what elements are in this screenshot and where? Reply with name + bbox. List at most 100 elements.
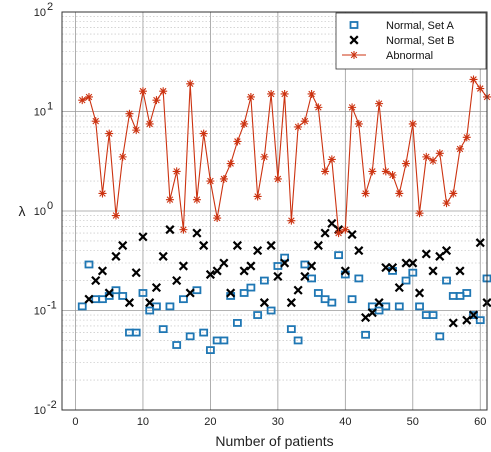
data-point [131, 328, 141, 337]
legend-marker [349, 21, 359, 29]
data-point [138, 289, 148, 297]
data-point [361, 189, 370, 198]
data-point [422, 152, 431, 161]
data-point [354, 119, 363, 128]
data-point [179, 225, 188, 234]
data-point [381, 167, 390, 176]
x-tick-label: 10 [137, 416, 149, 428]
data-point [300, 117, 309, 126]
data-point [118, 292, 128, 300]
data-point [131, 268, 141, 278]
data-point [78, 96, 87, 105]
data-point [172, 275, 182, 286]
data-point [152, 96, 161, 105]
data-point [111, 211, 120, 220]
data-point [327, 298, 337, 307]
data-point [206, 346, 215, 354]
data-point [428, 311, 438, 319]
data-point [172, 341, 182, 349]
data-point [476, 84, 485, 93]
data-point [442, 276, 451, 285]
data-point [132, 126, 141, 135]
data-point [469, 75, 478, 84]
data-point [206, 177, 215, 186]
data-point [219, 258, 229, 268]
data-point [462, 133, 471, 142]
data-point [118, 152, 127, 161]
data-point [402, 159, 411, 168]
data-point [260, 152, 269, 161]
data-point [375, 99, 384, 108]
data-point [475, 238, 485, 248]
data-point [98, 189, 107, 198]
y-tick-label: 10 [34, 306, 46, 318]
data-point [368, 167, 377, 176]
data-point [185, 288, 195, 298]
plot-frame [61, 11, 488, 411]
data-point [199, 129, 208, 138]
data-point [408, 119, 417, 128]
data-point [320, 228, 330, 238]
data-point [294, 122, 303, 131]
data-point [448, 318, 458, 328]
data-point [232, 240, 242, 251]
series-layer [77, 75, 491, 354]
data-point [199, 328, 209, 337]
data-point [138, 87, 147, 96]
y-tick-exponent: -1 [47, 300, 57, 312]
data-point [232, 319, 242, 327]
data-point [388, 171, 397, 180]
y-tick-exponent: 1 [47, 101, 53, 113]
data-point [273, 174, 282, 183]
data-point [387, 263, 398, 273]
data-point [395, 189, 404, 198]
data-point [138, 232, 148, 242]
data-point [441, 246, 452, 256]
data-point [313, 240, 323, 251]
data-point [293, 285, 303, 295]
legend-marker [350, 51, 358, 59]
data-point [212, 266, 222, 276]
data-point [401, 258, 411, 268]
data-point [246, 283, 256, 292]
data-point [226, 159, 235, 168]
data-point [307, 261, 317, 271]
data-point [246, 92, 255, 101]
data-point [428, 266, 438, 276]
data-point [104, 288, 114, 298]
data-point [381, 263, 391, 273]
data-point [118, 240, 128, 251]
data-point [435, 149, 444, 158]
data-point [124, 298, 135, 308]
data-point [111, 251, 121, 261]
data-point [97, 266, 108, 276]
x-tick-label: 20 [204, 416, 216, 428]
data-point [159, 87, 168, 96]
data-point [84, 260, 94, 269]
data-point [449, 189, 458, 198]
data-point [462, 289, 472, 297]
data-point [334, 229, 343, 238]
data-point [105, 129, 114, 138]
data-point [327, 218, 337, 229]
data-point [186, 79, 195, 88]
data-point [172, 167, 181, 176]
data-point [192, 228, 202, 238]
legend-label: Normal, Set B [386, 35, 454, 47]
data-point [421, 249, 431, 259]
data-point [360, 312, 371, 323]
data-point [415, 209, 424, 218]
data-point [286, 325, 296, 334]
data-point [415, 302, 424, 311]
data-point [158, 325, 168, 334]
data-point [253, 246, 263, 256]
data-point [347, 229, 357, 240]
data-point [253, 311, 263, 319]
x-tick-label: 60 [474, 416, 486, 428]
data-point [361, 330, 370, 339]
data-point [286, 298, 296, 308]
y-tick-exponent: 2 [47, 1, 53, 13]
y-tick-label: 10 [34, 7, 46, 19]
data-point [293, 336, 303, 345]
